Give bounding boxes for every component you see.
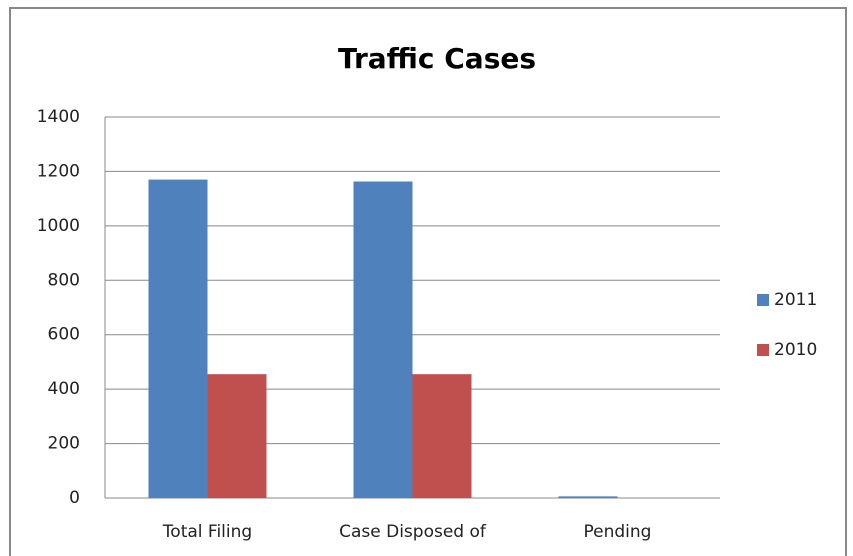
y-tick-label: 0 xyxy=(69,488,80,508)
y-tick-label: 1000 xyxy=(37,216,80,236)
y-tick-label: 200 xyxy=(48,434,80,454)
bar xyxy=(207,374,267,498)
x-tick-label: Case Disposed of xyxy=(339,522,487,542)
bar xyxy=(558,496,618,498)
y-tick-label: 400 xyxy=(48,379,80,399)
chart-title: Traffic Cases xyxy=(338,42,536,75)
legend-label: 2011 xyxy=(774,290,817,310)
y-tick-label: 600 xyxy=(48,325,80,345)
y-tick-label: 1200 xyxy=(37,161,80,181)
y-tick-label: 1400 xyxy=(37,107,80,127)
bar xyxy=(148,179,208,499)
x-tick-label: Pending xyxy=(584,522,652,542)
x-tick-label: Total Filing xyxy=(162,522,252,542)
y-tick-label: 800 xyxy=(48,270,80,290)
legend-swatch xyxy=(757,294,769,306)
legend-label: 2010 xyxy=(774,340,817,360)
bar xyxy=(412,374,472,498)
legend-swatch xyxy=(757,344,769,356)
bar xyxy=(353,181,413,498)
